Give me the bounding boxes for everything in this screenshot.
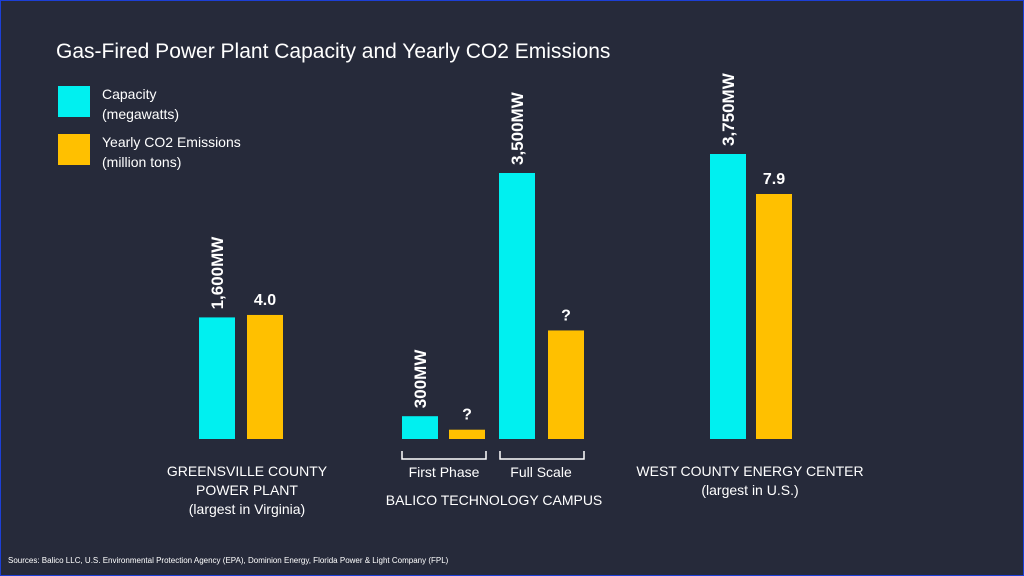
greensville-line2: POWER PLANT xyxy=(196,482,298,498)
bracket-full-scale xyxy=(499,451,585,460)
west-county-line2: (largest in U.S.) xyxy=(701,482,799,498)
legend-label-capacity: Capacity (megawatts) xyxy=(102,84,179,124)
legend-capacity-line2: (megawatts) xyxy=(102,106,180,122)
group-label-balico: BALICO TECHNOLOGY CAMPUS xyxy=(385,492,603,508)
legend-swatch-emissions xyxy=(58,134,90,165)
group-label-west-county: WEST COUNTY ENERGY CENTER (largest in U.… xyxy=(636,462,863,500)
bar-emissions-greensville xyxy=(247,314,283,439)
data-label-capacity-first-phase: 300MW xyxy=(411,349,430,409)
legend-emissions-line2: (million tons) xyxy=(102,154,182,170)
legend-emissions-line1: Yearly CO2 Emissions xyxy=(102,134,241,150)
data-label-capacity-full-scale: 3,500MW xyxy=(508,91,527,165)
data-label-capacity-greensville: 1,600MW xyxy=(208,236,227,310)
bar-emissions-first-phase xyxy=(449,429,485,439)
bar-emissions-west-county xyxy=(756,194,792,439)
legend-label-emissions: Yearly CO2 Emissions (million tons) xyxy=(102,132,241,172)
greensville-line3: (largest in Virginia) xyxy=(188,501,306,517)
legend-capacity-line1: Capacity xyxy=(102,86,157,102)
data-label-emissions-greensville: 4.0 xyxy=(254,292,276,309)
legend-swatch-capacity xyxy=(58,86,90,117)
group-label-greensville: GREENSVILLE COUNTY POWER PLANT (largest … xyxy=(167,462,327,519)
sources-note: Sources: Balico LLC, U.S. Environmental … xyxy=(8,556,449,565)
bar-capacity-west-county xyxy=(710,154,746,439)
bar-emissions-full-scale xyxy=(548,330,584,439)
west-county-line1: WEST COUNTY ENERGY CENTER xyxy=(636,463,864,479)
bar-capacity-full-scale xyxy=(499,173,535,439)
sub-label-full-scale: Full Scale xyxy=(510,464,572,480)
data-label-capacity-west-county: 3,750MW xyxy=(719,72,738,146)
bracket-first-phase xyxy=(401,451,487,460)
bar-capacity-greensville xyxy=(199,317,235,439)
sub-label-first-phase: First Phase xyxy=(408,464,480,480)
greensville-line1: GREENSVILLE COUNTY xyxy=(166,463,328,479)
data-label-emissions-west-county: 7.9 xyxy=(763,171,785,188)
data-label-emissions-first-phase: ? xyxy=(462,407,472,424)
bar-capacity-first-phase xyxy=(402,416,438,439)
data-label-emissions-full-scale: ? xyxy=(561,307,571,324)
chart-title: Gas-Fired Power Plant Capacity and Yearl… xyxy=(56,40,611,63)
